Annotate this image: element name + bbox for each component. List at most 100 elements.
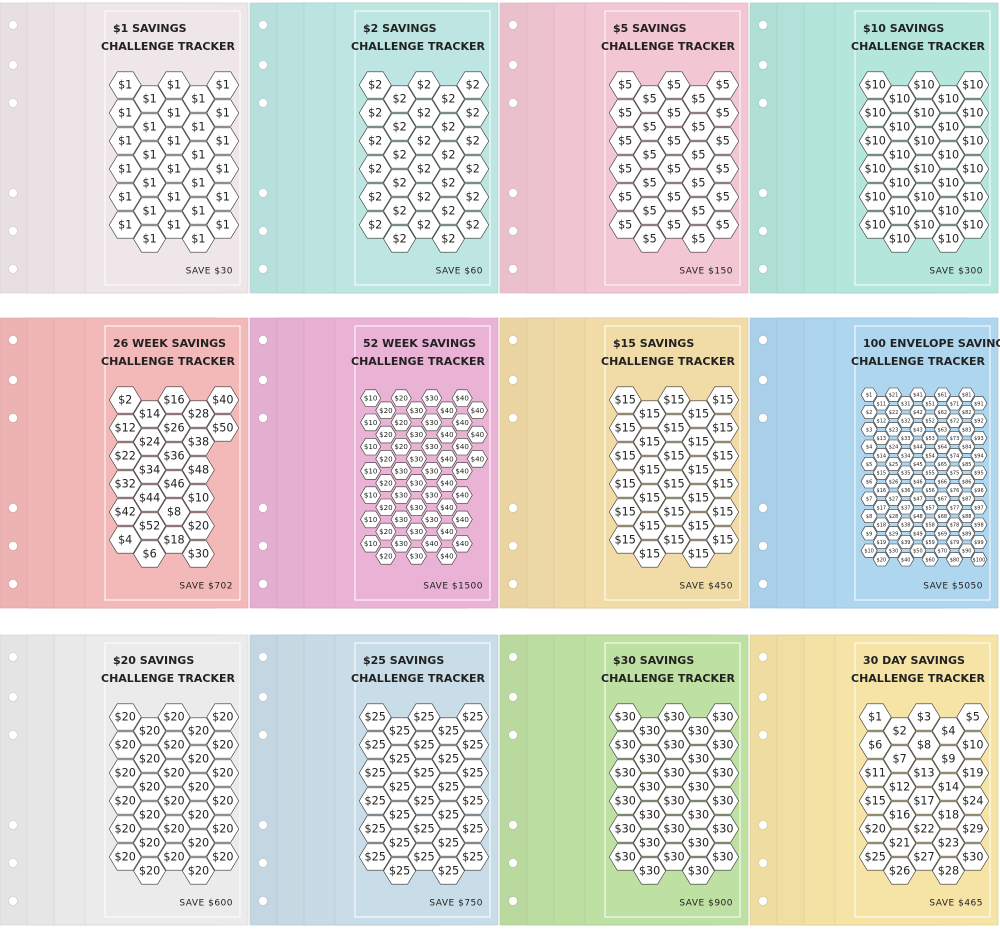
hex-cell <box>456 731 490 759</box>
hex-cell <box>897 517 915 532</box>
cell-amount: $1 <box>216 163 230 176</box>
cell-amount: $20 <box>139 809 160 822</box>
card-subtitle: CHALLENGE TRACKER <box>851 672 986 685</box>
hex-cell <box>383 773 416 801</box>
hex-cell <box>108 155 142 183</box>
cell-amount: $30 <box>410 503 424 512</box>
hex-cell <box>932 113 965 141</box>
cell-amount: $20 <box>163 823 184 836</box>
cell-amount: $16 <box>889 809 910 822</box>
cell-amount: $30 <box>663 739 684 752</box>
hex-cell <box>633 829 666 857</box>
hex-cell <box>108 183 142 211</box>
hex-cell <box>436 522 458 541</box>
cell-amount: $5 <box>691 177 705 190</box>
cell-amount: $1 <box>142 205 156 218</box>
binder-hole <box>758 98 768 108</box>
hex-cell <box>608 211 642 239</box>
hex-cell <box>157 843 191 871</box>
hex-cell <box>883 197 916 225</box>
binder-hole <box>8 652 18 662</box>
cell-amount: $4 <box>118 534 132 547</box>
cell-amount: $15 <box>712 506 733 519</box>
binder-hole <box>258 820 268 830</box>
cell-amount: $30 <box>410 406 424 415</box>
hex-cell <box>157 731 191 759</box>
hex-cell <box>633 484 666 512</box>
hex-cell <box>860 404 878 420</box>
cell-amount: $8 <box>866 514 872 520</box>
cell-amount: $46 <box>913 479 923 485</box>
cell-amount: $44 <box>913 445 923 451</box>
cell-amount: $47 <box>913 497 923 503</box>
hex-cell <box>682 400 715 428</box>
cell-amount: $10 <box>364 515 378 524</box>
hex-cell <box>872 534 890 550</box>
hex-cell <box>182 745 215 773</box>
hex-cell <box>608 787 642 815</box>
tracker-stack: 100 ENVELOPE SAVINGS CHALLENGE TRACKER SAV… <box>749 317 1000 609</box>
cell-amount: $93 <box>974 436 984 442</box>
cell-amount: $20 <box>188 781 209 794</box>
hex-cell <box>358 703 392 731</box>
hex-cell <box>358 759 392 787</box>
hex-cell <box>872 517 890 532</box>
hex-cell <box>390 535 412 553</box>
hex-cell <box>133 512 166 540</box>
cell-amount: $10 <box>364 418 378 427</box>
hex-cell <box>956 99 990 127</box>
cell-amount: $56 <box>925 488 935 494</box>
hex-cell <box>909 491 927 506</box>
cell-amount: $15 <box>688 548 709 561</box>
cell-amount: $20 <box>115 851 136 864</box>
hex-cell <box>182 773 215 801</box>
cell-amount: $3 <box>917 711 931 724</box>
hex-cell <box>206 386 240 414</box>
cell-amount: $19 <box>962 767 983 780</box>
cell-amount: $1 <box>191 177 205 190</box>
hex-cell <box>706 470 740 498</box>
hex-cell <box>133 773 166 801</box>
cell-amount: $20 <box>188 520 209 533</box>
cell-amount: $36 <box>901 488 911 494</box>
hex-cell <box>956 759 990 787</box>
binder-hole <box>8 60 18 70</box>
cell-amount: $24 <box>139 436 160 449</box>
binder-hole <box>8 820 18 830</box>
hex-cell <box>706 414 740 442</box>
cell-amount: $5 <box>716 163 730 176</box>
cell-amount: $1 <box>142 233 156 246</box>
card-frame <box>604 642 741 918</box>
cell-amount: $51 <box>925 401 935 407</box>
hex-cell <box>375 401 397 419</box>
cell-amount: $40 <box>471 454 485 463</box>
cell-amount: $28 <box>889 514 899 520</box>
cell-amount: $30 <box>410 454 424 463</box>
cell-amount: $1 <box>191 93 205 106</box>
hex-cell <box>182 484 215 512</box>
cell-amount: $5 <box>691 149 705 162</box>
hex-cell <box>933 422 951 437</box>
cell-amount: $20 <box>212 739 233 752</box>
hex-cell <box>157 183 191 211</box>
card-title: $30 SAVINGS <box>613 654 694 667</box>
binder-hole <box>508 579 518 589</box>
cell-amount: $15 <box>615 506 636 519</box>
cell-amount: $15 <box>615 478 636 491</box>
hex-cell <box>932 857 965 885</box>
tracker-stack: $20 SAVINGS CHALLENGE TRACKER SAVE $600 $20… <box>0 634 249 926</box>
binder-hole <box>258 858 268 868</box>
hex-cell <box>375 450 397 468</box>
hex-cell <box>872 465 890 480</box>
cell-amount: $45 <box>913 462 923 468</box>
hex-cell <box>657 759 691 787</box>
cell-amount: $40 <box>440 527 454 536</box>
cell-amount: $5 <box>691 233 705 246</box>
hex-cell <box>133 225 166 253</box>
cell-amount: $10 <box>913 107 934 120</box>
hex-cell <box>358 211 392 239</box>
hex-cell <box>633 540 666 568</box>
cell-amount: $30 <box>615 851 636 864</box>
hex-cell <box>858 703 892 731</box>
hex-cell <box>885 456 902 472</box>
